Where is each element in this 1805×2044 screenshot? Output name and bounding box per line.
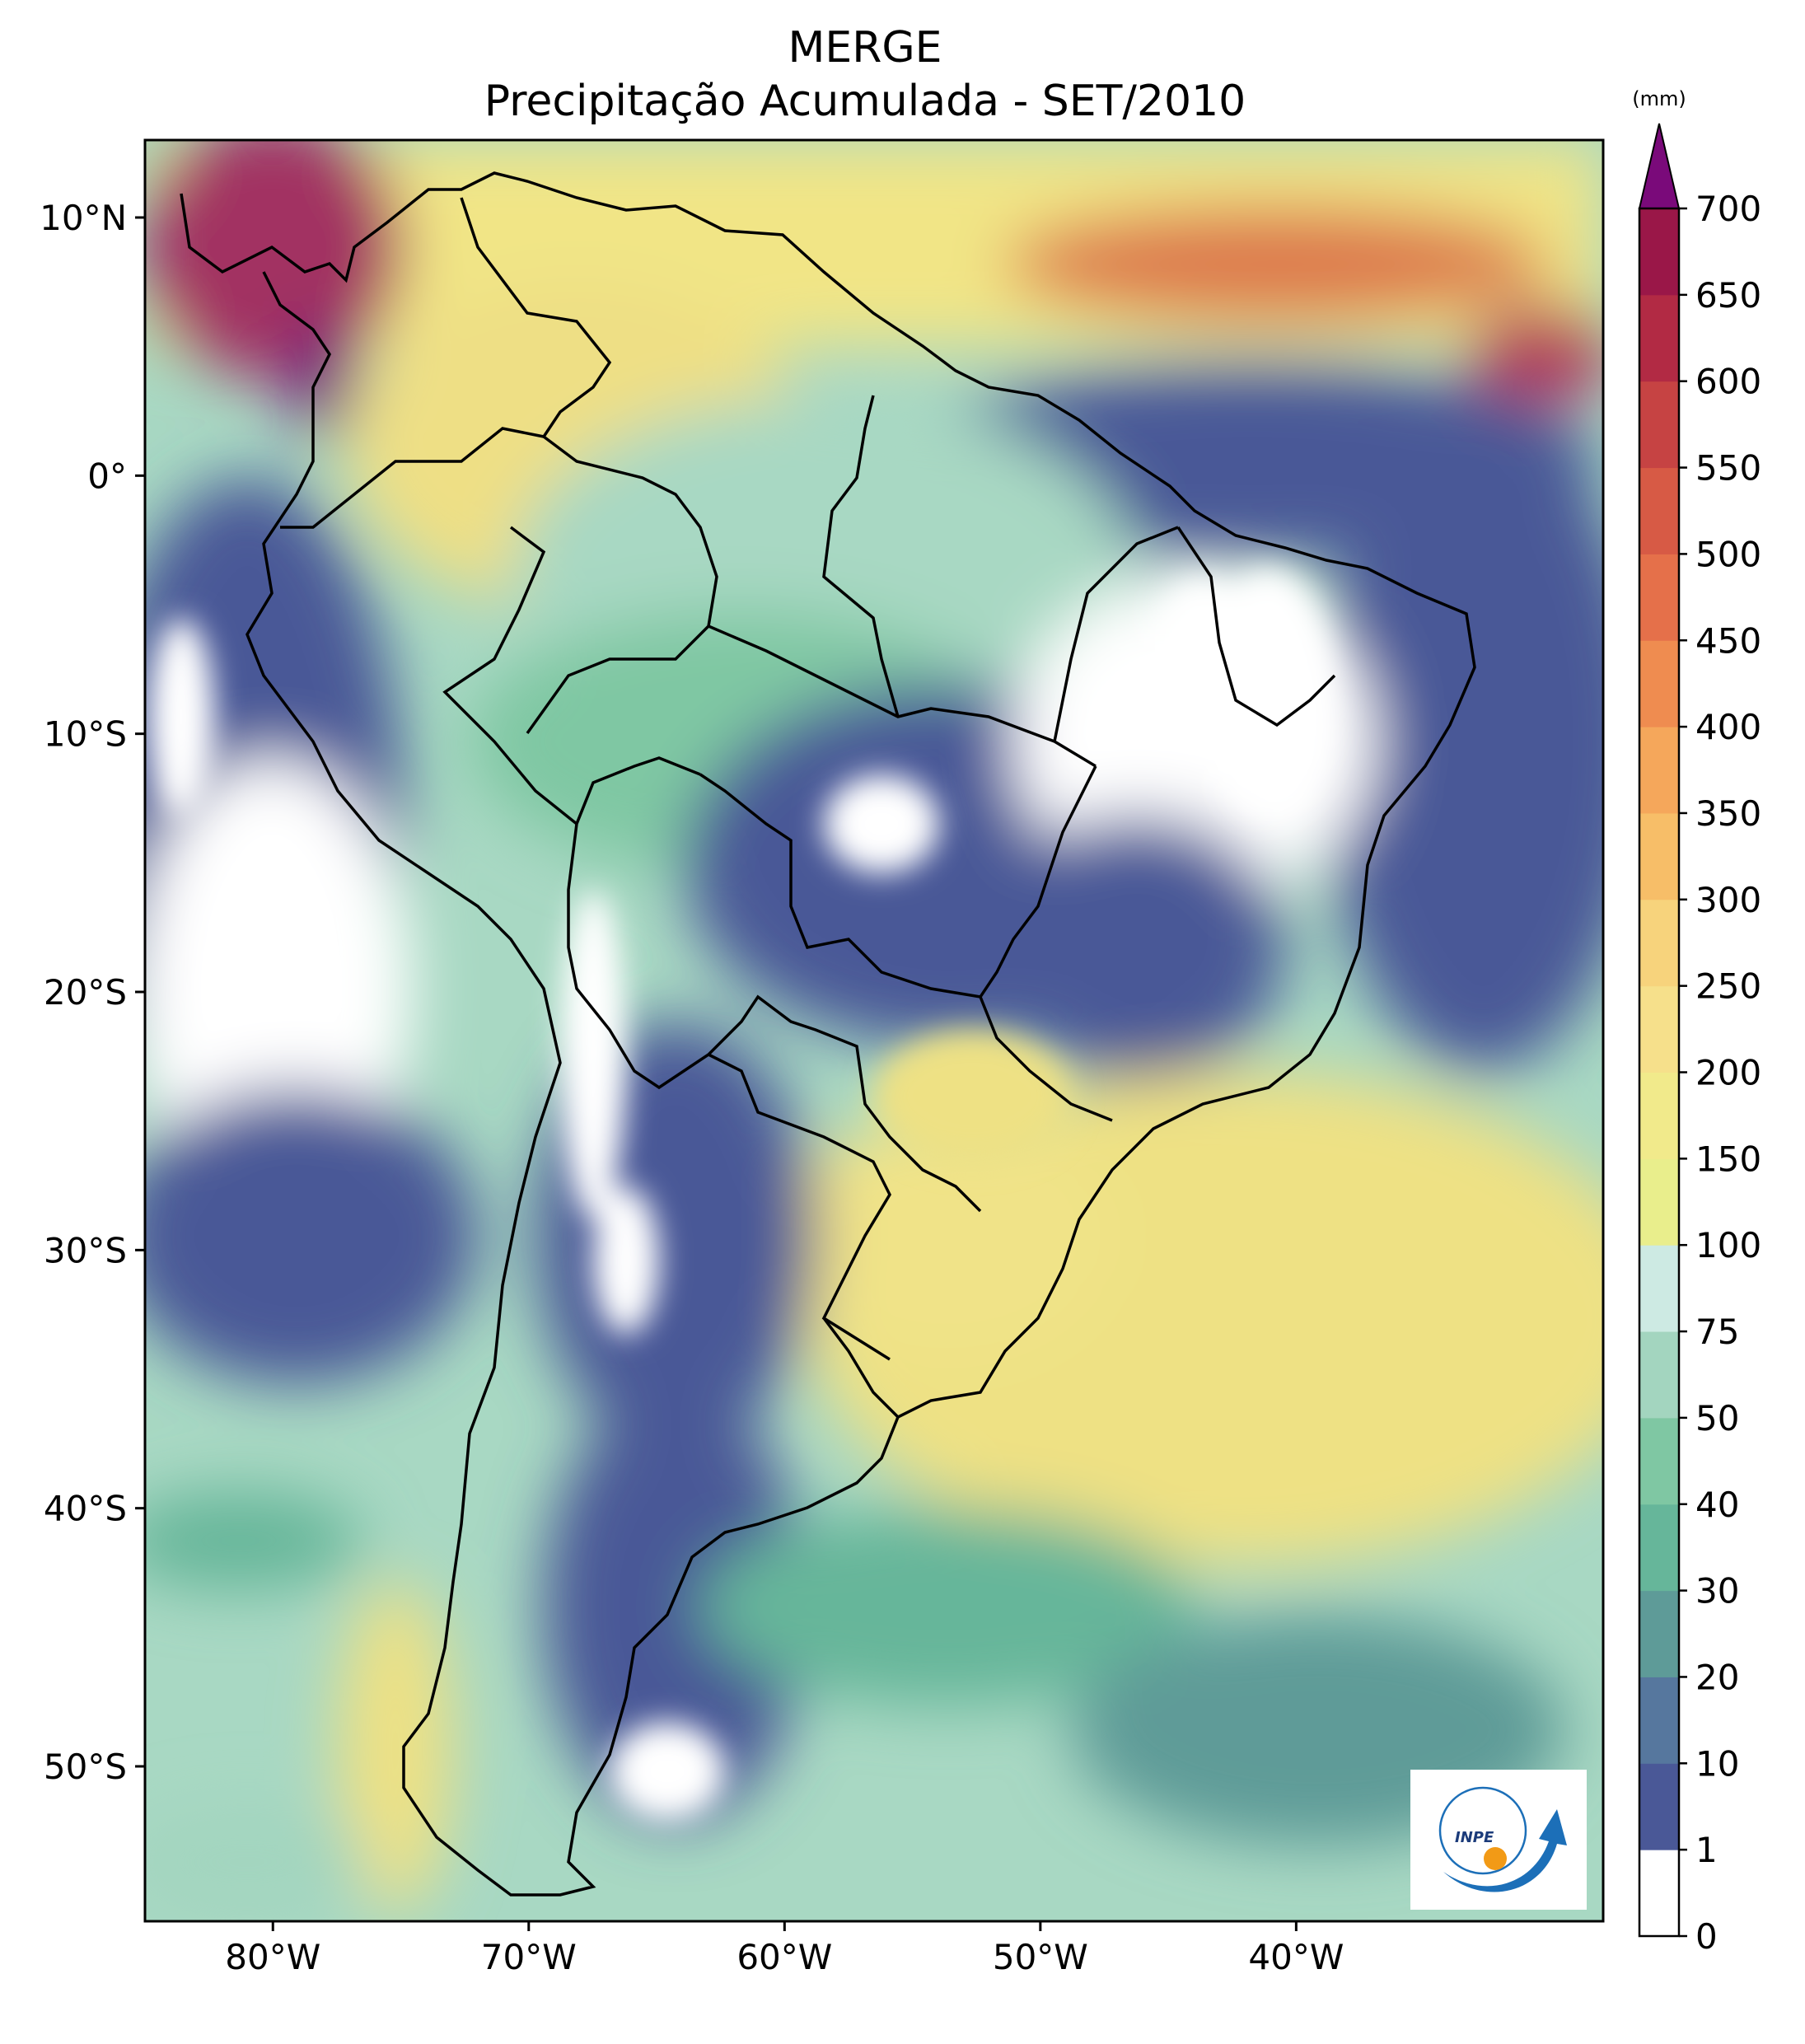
colorbar-label: 250 — [1695, 966, 1761, 1007]
colorbar-label: 500 — [1695, 534, 1761, 574]
colorbar-label: 400 — [1695, 707, 1761, 747]
colorbar-segment — [1639, 1590, 1679, 1677]
lon-tick-label: 70°W — [481, 1937, 577, 1977]
colorbar-label: 0 — [1695, 1916, 1718, 1957]
colorbar-label: 10 — [1695, 1743, 1739, 1784]
longitude-axis: 80°W 70°W 60°W 50°W 40°W — [225, 1921, 1344, 1977]
logo-dot-icon — [1484, 1847, 1507, 1870]
logo-text: INPE — [1455, 1829, 1494, 1846]
map-title: MERGE — [788, 23, 942, 72]
colorbar-segment — [1639, 812, 1679, 900]
colorbar-segment — [1639, 1417, 1679, 1505]
colorbar-label: 30 — [1695, 1571, 1739, 1611]
colorbar-segment — [1639, 727, 1679, 814]
colorbar-label: 450 — [1695, 620, 1761, 661]
colorbar-label: 40 — [1695, 1485, 1739, 1525]
colorbar-segment — [1639, 1763, 1679, 1850]
logo-orbit-icon — [1438, 1786, 1527, 1875]
lat-tick-label: 0° — [87, 456, 127, 496]
lat-tick-label: 10°S — [44, 714, 127, 755]
colorbar-label: 100 — [1695, 1225, 1761, 1265]
lat-tick-label: 20°S — [44, 972, 127, 1013]
lon-tick-label: 50°W — [993, 1937, 1088, 1977]
colorbar-label: 350 — [1695, 793, 1761, 834]
lat-tick-label: 30°S — [44, 1230, 127, 1270]
colorbar: 0 1 10 20 30 40 50 75 100 150 200 250 300 350 400 450 50… — [1632, 87, 1761, 1957]
plot-frame — [143, 138, 1605, 1923]
colorbar-segment — [1639, 899, 1679, 987]
colorbar-label: 200 — [1695, 1053, 1761, 1093]
colorbar-segment — [1639, 1850, 1679, 1937]
colorbar-unit: (mm) — [1632, 87, 1686, 110]
lon-tick-label: 40°W — [1248, 1937, 1344, 1977]
colorbar-label: 550 — [1695, 448, 1761, 489]
lat-tick-label: 10°N — [40, 198, 127, 238]
logo-arrow-icon — [1443, 1809, 1567, 1892]
country-borders — [180, 171, 1476, 1897]
lon-tick-label: 60°W — [736, 1937, 832, 1977]
colorbar-segment — [1639, 381, 1679, 469]
colorbar-segment — [1639, 1504, 1679, 1592]
colorbar-segment — [1639, 1331, 1679, 1419]
latitude-axis: 10°N 0° 10°S 20°S 30°S 40°S 50°S — [40, 198, 145, 1787]
colorbar-label: 50 — [1695, 1398, 1739, 1438]
colorbar-label: 650 — [1695, 275, 1761, 316]
colorbar-segment — [1639, 1245, 1679, 1332]
colorbar-segment — [1639, 208, 1679, 296]
colorbar-segment — [1639, 985, 1679, 1073]
colorbar-segment — [1639, 294, 1679, 382]
map-subtitle: Precipitação Acumulada - SET/2010 — [484, 77, 1246, 126]
precipitation-field — [145, 140, 1603, 1921]
colorbar-segment — [1639, 467, 1679, 554]
colorbar-label: 700 — [1695, 189, 1761, 229]
colorbar-label: 600 — [1695, 362, 1761, 402]
colorbar-label: 1 — [1695, 1830, 1718, 1870]
lat-tick-label: 40°S — [44, 1489, 127, 1529]
colorbar-segment — [1639, 1072, 1679, 1159]
colorbar-segment — [1639, 640, 1679, 727]
colorbar-extend-arrow — [1638, 123, 1681, 209]
colorbar-label: 75 — [1695, 1312, 1739, 1352]
lon-tick-label: 80°W — [225, 1937, 320, 1977]
lat-tick-label: 50°S — [44, 1747, 127, 1787]
colorbar-segment — [1639, 554, 1679, 641]
colorbar-label: 20 — [1695, 1657, 1739, 1697]
inpe-logo: INPE — [1410, 1770, 1587, 1910]
colorbar-label: 150 — [1695, 1139, 1761, 1179]
colorbar-label: 300 — [1695, 880, 1761, 920]
colorbar-segment — [1639, 1677, 1679, 1764]
colorbar-segment — [1639, 1158, 1679, 1246]
